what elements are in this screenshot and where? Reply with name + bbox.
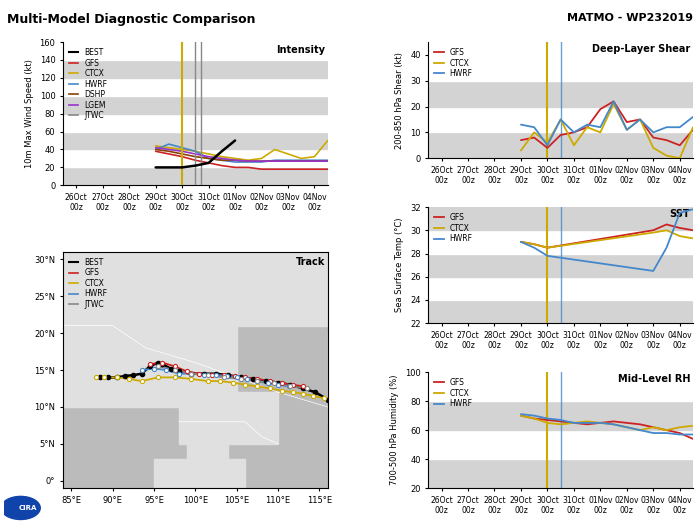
Text: SST: SST — [670, 209, 690, 219]
Polygon shape — [63, 333, 130, 407]
Text: Deep-Layer Shear: Deep-Layer Shear — [592, 44, 690, 54]
Bar — [428, 277, 693, 300]
Bar — [428, 132, 693, 158]
Y-axis label: 200-850 hPa Shear (kt): 200-850 hPa Shear (kt) — [395, 51, 405, 149]
Bar — [63, 60, 328, 78]
Polygon shape — [195, 252, 328, 326]
Bar — [63, 132, 328, 150]
Text: MATMO - WP232019: MATMO - WP232019 — [567, 13, 693, 23]
Bar — [428, 459, 693, 488]
Bar — [63, 167, 328, 185]
Bar — [63, 42, 328, 60]
Legend: GFS, CTCX, HWRF: GFS, CTCX, HWRF — [432, 46, 475, 80]
Polygon shape — [187, 429, 228, 481]
Bar — [63, 96, 328, 113]
Text: Intensity: Intensity — [276, 45, 325, 55]
Bar — [428, 55, 693, 81]
Polygon shape — [63, 252, 195, 333]
Legend: GFS, CTCX, HWRF: GFS, CTCX, HWRF — [432, 211, 475, 246]
Polygon shape — [154, 459, 245, 488]
Bar — [428, 81, 693, 107]
Bar — [428, 230, 693, 254]
Polygon shape — [195, 392, 278, 444]
Bar — [428, 107, 693, 132]
Circle shape — [1, 497, 41, 520]
Text: Track: Track — [295, 257, 325, 267]
Text: Multi-Model Diagnostic Comparison: Multi-Model Diagnostic Comparison — [7, 13, 256, 26]
Bar — [63, 150, 328, 167]
Bar — [63, 78, 328, 96]
Polygon shape — [130, 326, 237, 407]
Bar — [63, 113, 328, 132]
Y-axis label: Sea Surface Temp (°C): Sea Surface Temp (°C) — [395, 218, 405, 312]
Bar — [428, 401, 693, 430]
Bar — [428, 372, 693, 401]
Bar — [428, 254, 693, 277]
Legend: GFS, CTCX, HWRF: GFS, CTCX, HWRF — [432, 376, 475, 411]
Y-axis label: 700-500 hPa Humidity (%): 700-500 hPa Humidity (%) — [391, 375, 399, 486]
Text: CIRA: CIRA — [19, 505, 37, 511]
Bar — [428, 207, 693, 230]
Legend: BEST, GFS, CTCX, HWRF, JTWC: BEST, GFS, CTCX, HWRF, JTWC — [66, 256, 110, 311]
Polygon shape — [328, 333, 360, 422]
Polygon shape — [178, 407, 195, 444]
Legend: BEST, GFS, CTCX, HWRF, DSHP, LGEM, JTWC: BEST, GFS, CTCX, HWRF, DSHP, LGEM, JTWC — [66, 46, 110, 122]
Text: Mid-Level RH: Mid-Level RH — [618, 374, 690, 384]
Bar — [428, 300, 693, 323]
Y-axis label: 10m Max Wind Speed (kt): 10m Max Wind Speed (kt) — [25, 59, 34, 168]
Bar — [428, 430, 693, 459]
